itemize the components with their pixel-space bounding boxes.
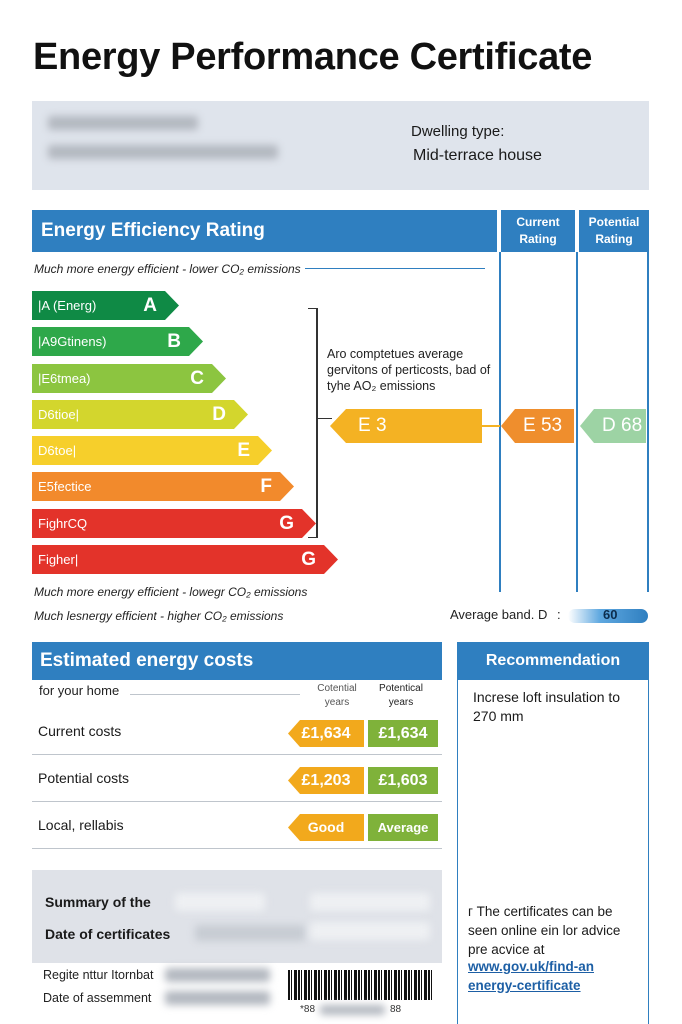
column-divider	[647, 252, 649, 592]
rating-band-g: Figher| G	[32, 545, 338, 574]
rating-band-d: D6tioe| D	[32, 400, 248, 429]
barcode-left-number: *88	[300, 1004, 316, 1015]
arrow-connector	[482, 425, 500, 427]
recommendation-text: Increse loft insulation to 270 mm	[473, 689, 621, 724]
cost-potential-value: £1,603	[368, 767, 438, 794]
summary-line-1: Summary of the	[45, 894, 151, 910]
cost-current-value: £1,203	[288, 767, 364, 794]
costs-subheader: for your home	[39, 683, 120, 698]
average-band-separator: :	[557, 607, 561, 622]
dwelling-type-label: Dwelling type:	[411, 123, 505, 140]
rating-band-g: FighrCQ G	[32, 509, 316, 538]
cost-potential-value: £1,634	[368, 720, 438, 747]
band-letter: G	[279, 513, 294, 534]
average-band-label: Average band. D	[450, 607, 548, 622]
row-divider	[32, 801, 442, 802]
row-divider	[32, 848, 442, 849]
column-divider	[499, 252, 501, 592]
less-efficient-note: Much lesnergy efficient - higher CO₂ emi…	[34, 609, 284, 623]
band-letter: C	[190, 368, 204, 389]
current-rating-header: Current Rating	[501, 210, 575, 252]
band-letter: A	[143, 295, 157, 316]
rating-band-a: |A (Energ) A	[32, 291, 179, 320]
cost-current-value: Good	[288, 814, 364, 841]
blurred-date	[165, 991, 270, 1005]
band-letter: F	[260, 476, 272, 497]
potential-rating-value: D 68	[580, 409, 646, 443]
rating-indicator-arrow: E 3	[330, 409, 482, 443]
cost-potential-value: Average	[368, 814, 438, 841]
average-band-indicator	[568, 609, 648, 623]
costs-column-2-header: Potentical years	[379, 683, 423, 708]
energy-costs-header: Estimated energy costs	[32, 642, 442, 680]
average-band-icon: 60	[603, 607, 618, 622]
rating-band-e: D6toe| E	[32, 436, 272, 465]
blurred-text	[310, 922, 430, 940]
band-letter: D	[212, 404, 226, 425]
dwelling-type-value: Mid-terrace house	[413, 147, 542, 164]
rating-band-b: |A9Gtinens) B	[32, 327, 203, 356]
bracket	[308, 537, 318, 538]
energy-rating-header: Energy Efficiency Rating	[32, 210, 497, 252]
rating-explanation: Aro comptetues average gervitons of pert…	[327, 347, 491, 393]
cost-row-label: Potential costs	[38, 770, 130, 786]
band-label: D6tioe|	[38, 407, 79, 422]
band-letter: E	[237, 440, 250, 461]
registration-label: Regite nttur Itornbat	[43, 968, 154, 982]
recommendation-header: Recommendation	[457, 642, 649, 680]
cost-current-value: £1,634	[288, 720, 364, 747]
bracket	[318, 418, 332, 419]
panel-border	[648, 680, 649, 1024]
certificate-info-text: г The certificates can be seen online ei…	[468, 904, 621, 957]
bracket	[308, 308, 318, 309]
column-divider	[576, 252, 578, 592]
assessment-date-label: Date of assemment	[43, 991, 152, 1005]
page-title: Energy Performance Certificate	[33, 36, 593, 78]
barcode	[288, 970, 433, 1000]
blurred-address-line	[48, 116, 198, 130]
bracket	[316, 308, 318, 538]
bottom-efficiency-note: Much more energy efficient - lowegr CO₂ …	[34, 585, 308, 599]
potential-rating-header: Potential Rating	[579, 210, 649, 252]
cost-row-label: Local, rellabis	[38, 817, 124, 833]
certificate-link[interactable]: www.gov.uk/find-an energy-certificate	[468, 959, 594, 993]
rating-band-c: |E6tmea) C	[32, 364, 226, 393]
summary-line-2: Date of certificates	[45, 926, 171, 942]
current-rating-value: E 53	[501, 409, 574, 443]
divider	[305, 268, 485, 269]
top-efficiency-note: Much more energy efficient - lower CO₂ e…	[34, 262, 301, 276]
blurred-text	[195, 925, 305, 941]
band-label: Figher|	[38, 552, 79, 567]
barcode-right-number: 88	[390, 1004, 402, 1015]
cost-row-label: Current costs	[38, 723, 122, 739]
summary-box	[32, 870, 442, 963]
band-label: D6toe|	[38, 443, 77, 458]
band-label: |E6tmea)	[38, 371, 91, 386]
blurred-barcode-number	[320, 1005, 385, 1015]
blurred-text	[175, 893, 265, 911]
divider	[130, 694, 300, 695]
row-divider	[32, 754, 442, 755]
band-label: E5fectice	[38, 479, 92, 494]
band-label: |A (Energ)	[38, 298, 97, 313]
band-letter: B	[167, 331, 181, 352]
band-label: FighrCQ	[38, 516, 88, 531]
blurred-address-line	[48, 145, 278, 159]
blurred-text	[310, 893, 430, 911]
band-label: |A9Gtinens)	[38, 334, 107, 349]
costs-column-1-header: Cotential years	[317, 683, 357, 708]
blurred-registration	[165, 968, 270, 982]
rating-band-f: E5fectice F	[32, 472, 294, 501]
panel-border	[457, 680, 458, 1024]
band-letter: G	[301, 549, 316, 570]
